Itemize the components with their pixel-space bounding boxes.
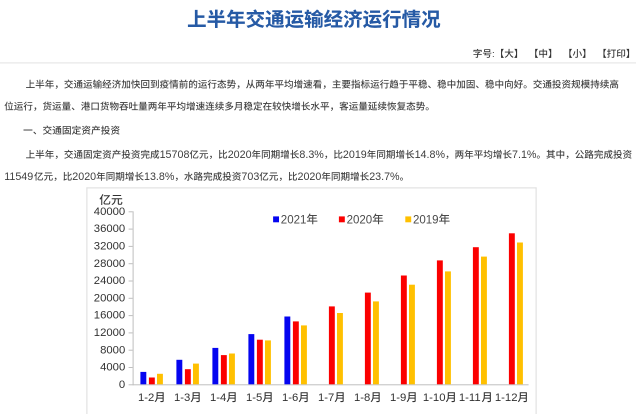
svg-text:16000: 16000: [94, 310, 125, 322]
svg-text:8000: 8000: [100, 344, 125, 356]
svg-text:8.3%: 8.3%: [299, 149, 324, 161]
svg-text:2021: 2021: [281, 214, 307, 226]
svg-text:1-8: 1-8: [354, 392, 370, 404]
svg-text:1-7: 1-7: [318, 392, 334, 404]
svg-text:1-5: 1-5: [246, 392, 262, 404]
svg-text:0: 0: [119, 379, 125, 391]
svg-text:2020: 2020: [228, 149, 252, 161]
svg-text:2020: 2020: [347, 214, 373, 226]
svg-text:2019: 2019: [343, 149, 367, 161]
svg-text:1-4: 1-4: [210, 392, 226, 404]
svg-text:1-10: 1-10: [423, 392, 446, 404]
svg-text:1-2: 1-2: [138, 392, 154, 404]
svg-text:2020: 2020: [72, 171, 96, 183]
svg-text:1-6: 1-6: [282, 392, 298, 404]
svg-text:23.7%: 23.7%: [369, 171, 400, 183]
svg-text:32000: 32000: [94, 241, 125, 253]
svg-text:40000: 40000: [94, 206, 125, 218]
svg-text:1-3: 1-3: [174, 392, 190, 404]
svg-text:4000: 4000: [100, 362, 125, 374]
svg-text:28000: 28000: [94, 258, 125, 270]
svg-text:13.8%: 13.8%: [144, 171, 175, 183]
svg-text:703: 703: [241, 171, 259, 183]
svg-text:1-11: 1-11: [459, 392, 481, 404]
svg-text:11549: 11549: [4, 171, 33, 183]
svg-text:36000: 36000: [94, 223, 125, 235]
svg-text:1-9: 1-9: [390, 392, 406, 404]
svg-text:1-12: 1-12: [495, 392, 518, 404]
svg-text:12000: 12000: [94, 327, 125, 339]
svg-text:2019: 2019: [413, 214, 439, 226]
svg-text::: :: [492, 49, 495, 60]
svg-text:24000: 24000: [94, 275, 125, 287]
svg-text:14.8%: 14.8%: [415, 149, 446, 161]
svg-text:7.1%: 7.1%: [512, 149, 537, 161]
svg-text:20000: 20000: [94, 292, 125, 304]
svg-text:2020: 2020: [298, 171, 322, 183]
svg-text:15708: 15708: [160, 149, 190, 161]
